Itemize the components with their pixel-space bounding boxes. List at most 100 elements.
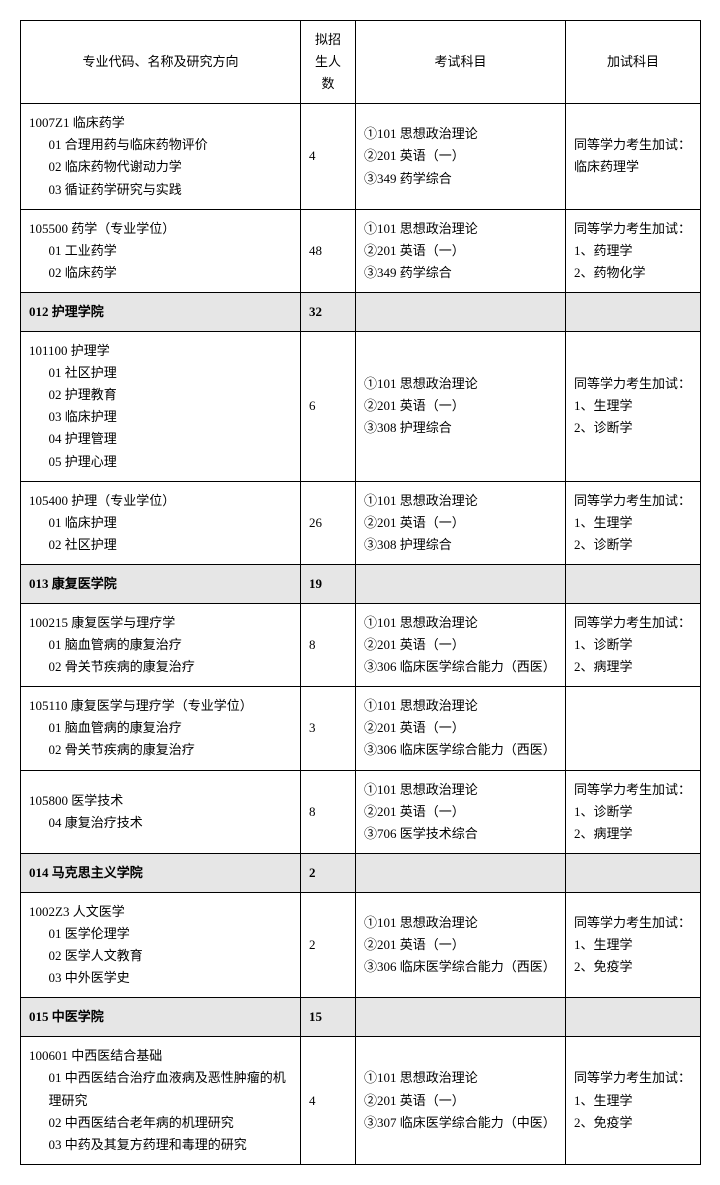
direction-item: 04 康复治疗技术	[29, 812, 292, 834]
table-row: 105110 康复医学与理疗学（专业学位）01 脑血管病的康复治疗02 骨关节疾…	[21, 687, 701, 770]
major-title: 105400 护理（专业学位）	[29, 490, 292, 512]
extra-item: 2、免疫学	[574, 956, 692, 978]
extra-item: 2、药物化学	[574, 262, 692, 284]
major-title: 1007Z1 临床药学	[29, 112, 292, 134]
exam-item: ③349 药学综合	[364, 262, 557, 284]
exam-item: ③308 护理综合	[364, 417, 557, 439]
exam-item: ②201 英语（一）	[364, 145, 557, 167]
direction-item: 01 合理用药与临床药物评价	[29, 134, 292, 156]
extra-item: 1、药理学	[574, 240, 692, 262]
count-cell: 2	[301, 892, 356, 997]
direction-item: 03 临床护理	[29, 406, 292, 428]
extra-item: 同等学力考生加试：	[574, 1067, 692, 1089]
exams-cell: ①101 思想政治理论②201 英语（一）③349 药学综合	[356, 104, 566, 209]
exam-item: ③306 临床医学综合能力（西医）	[364, 956, 557, 978]
extra-item: 1、生理学	[574, 395, 692, 417]
table-row: 105400 护理（专业学位）01 临床护理02 社区护理26①101 思想政治…	[21, 481, 701, 564]
exam-item: ②201 英语（一）	[364, 634, 557, 656]
extra-item: 2、诊断学	[574, 534, 692, 556]
direction-item: 02 骨关节疾病的康复治疗	[29, 656, 292, 678]
count-cell: 3	[301, 687, 356, 770]
exam-item: ③306 临床医学综合能力（西医）	[364, 656, 557, 678]
major-title: 105110 康复医学与理疗学（专业学位）	[29, 695, 292, 717]
direction-item: 01 社区护理	[29, 362, 292, 384]
major-title: 105800 医学技术	[29, 790, 292, 812]
exam-item: ②201 英语（一）	[364, 512, 557, 534]
exam-item: ③306 临床医学综合能力（西医）	[364, 739, 557, 761]
extra-cell: 同等学力考生加试：1、诊断学2、病理学	[566, 770, 701, 853]
exam-item: ①101 思想政治理论	[364, 373, 557, 395]
extra-item: 2、病理学	[574, 823, 692, 845]
extra-item: 同等学力考生加试：	[574, 912, 692, 934]
extra-item: 同等学力考生加试：	[574, 490, 692, 512]
table-row: 100601 中西医结合基础01 中西医结合治疗血液病及恶性肿瘤的机理研究02 …	[21, 1037, 701, 1164]
exam-item: ①101 思想政治理论	[364, 123, 557, 145]
section-title: 013 康复医学院	[21, 564, 301, 603]
extra-item: 2、免疫学	[574, 1112, 692, 1134]
section-empty	[566, 292, 701, 331]
section-empty	[566, 564, 701, 603]
major-title: 101100 护理学	[29, 340, 292, 362]
section-title: 014 马克思主义学院	[21, 853, 301, 892]
table-row: 012 护理学院32	[21, 292, 701, 331]
direction-item: 02 临床药学	[29, 262, 292, 284]
extra-item: 临床药理学	[574, 156, 692, 178]
exam-item: ②201 英语（一）	[364, 1090, 557, 1112]
table-row: 015 中医学院15	[21, 998, 701, 1037]
section-count: 32	[301, 292, 356, 331]
exam-item: ②201 英语（一）	[364, 801, 557, 823]
header-major: 专业代码、名称及研究方向	[21, 21, 301, 104]
table-row: 1007Z1 临床药学01 合理用药与临床药物评价02 临床药物代谢动力学03 …	[21, 104, 701, 209]
extra-cell: 同等学力考生加试：1、生理学2、诊断学	[566, 332, 701, 482]
extra-item: 同等学力考生加试：	[574, 373, 692, 395]
exams-cell: ①101 思想政治理论②201 英语（一）③308 护理综合	[356, 481, 566, 564]
extra-item: 同等学力考生加试：	[574, 612, 692, 634]
major-title: 100215 康复医学与理疗学	[29, 612, 292, 634]
header-exams: 考试科目	[356, 21, 566, 104]
exam-item: ①101 思想政治理论	[364, 490, 557, 512]
section-title: 015 中医学院	[21, 998, 301, 1037]
exams-cell: ①101 思想政治理论②201 英语（一）③306 临床医学综合能力（西医）	[356, 892, 566, 997]
exams-cell: ①101 思想政治理论②201 英语（一）③306 临床医学综合能力（西医）	[356, 603, 566, 686]
exam-item: ③349 药学综合	[364, 168, 557, 190]
section-empty	[356, 292, 566, 331]
direction-item: 01 脑血管病的康复治疗	[29, 634, 292, 656]
section-title: 012 护理学院	[21, 292, 301, 331]
table-row: 013 康复医学院19	[21, 564, 701, 603]
table-row: 101100 护理学01 社区护理02 护理教育03 临床护理04 护理管理05…	[21, 332, 701, 482]
exams-cell: ①101 思想政治理论②201 英语（一）③307 临床医学综合能力（中医）	[356, 1037, 566, 1164]
extra-item: 1、生理学	[574, 1090, 692, 1112]
extra-item: 1、诊断学	[574, 634, 692, 656]
direction-item: 01 临床护理	[29, 512, 292, 534]
exam-item: ①101 思想政治理论	[364, 912, 557, 934]
count-cell: 4	[301, 104, 356, 209]
direction-item: 05 护理心理	[29, 451, 292, 473]
extra-item: 同等学力考生加试：	[574, 218, 692, 240]
section-empty	[356, 564, 566, 603]
count-cell: 8	[301, 603, 356, 686]
exam-item: ②201 英语（一）	[364, 717, 557, 739]
direction-item: 02 医学人文教育	[29, 945, 292, 967]
direction-item: 03 中药及其复方药理和毒理的研究	[29, 1134, 292, 1156]
count-cell: 4	[301, 1037, 356, 1164]
table-row: 105500 药学（专业学位）01 工业药学02 临床药学48①101 思想政治…	[21, 209, 701, 292]
section-empty	[356, 853, 566, 892]
extra-cell: 同等学力考生加试：1、生理学2、免疫学	[566, 1037, 701, 1164]
table-row: 014 马克思主义学院2	[21, 853, 701, 892]
major-title: 1002Z3 人文医学	[29, 901, 292, 923]
extra-cell: 同等学力考生加试：1、生理学2、免疫学	[566, 892, 701, 997]
direction-item: 04 护理管理	[29, 428, 292, 450]
extra-cell	[566, 687, 701, 770]
major-cell: 100601 中西医结合基础01 中西医结合治疗血液病及恶性肿瘤的机理研究02 …	[21, 1037, 301, 1164]
direction-item: 01 脑血管病的康复治疗	[29, 717, 292, 739]
exam-item: ③706 医学技术综合	[364, 823, 557, 845]
direction-item: 03 中外医学史	[29, 967, 292, 989]
table-body: 1007Z1 临床药学01 合理用药与临床药物评价02 临床药物代谢动力学03 …	[21, 104, 701, 1165]
extra-cell: 同等学力考生加试：1、药理学2、药物化学	[566, 209, 701, 292]
extra-item: 2、病理学	[574, 656, 692, 678]
direction-item: 02 中西医结合老年病的机理研究	[29, 1112, 292, 1134]
section-count: 15	[301, 998, 356, 1037]
exam-item: ②201 英语（一）	[364, 934, 557, 956]
extra-item: 1、诊断学	[574, 801, 692, 823]
exams-cell: ①101 思想政治理论②201 英语（一）③308 护理综合	[356, 332, 566, 482]
